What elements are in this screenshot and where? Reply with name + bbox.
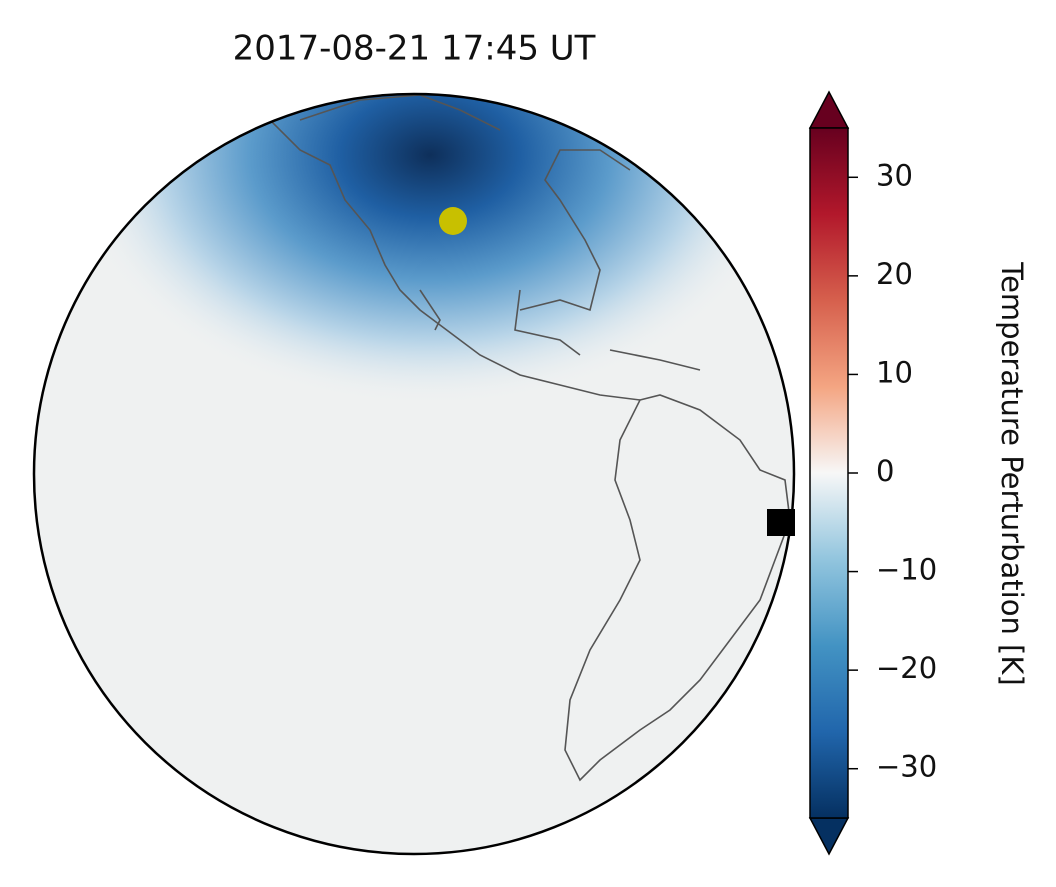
colorbar-label: Temperature Perturbation [K] — [995, 261, 1029, 685]
colorbar-tick-label: −10 — [876, 553, 937, 587]
station-marker — [767, 509, 795, 536]
colorbar-tick-label: 20 — [876, 257, 913, 291]
coastline — [419, 149, 631, 331]
coastline — [564, 394, 791, 782]
colorbar-tick-label: 30 — [876, 158, 913, 192]
globe — [34, 94, 794, 854]
globe-outline — [32, 92, 796, 856]
location-marker — [439, 207, 467, 235]
colorbar-scale — [809, 127, 849, 819]
colorbar-tick-label: 10 — [876, 355, 913, 389]
colorbar — [808, 90, 850, 856]
coastline — [514, 289, 701, 371]
colorbar-tick-label: 0 — [876, 454, 894, 488]
colorbar-extend-max — [808, 90, 850, 129]
colorbar-tick-label: −30 — [876, 750, 937, 784]
coastline — [259, 109, 641, 401]
colorbar-tick-label: −20 — [876, 651, 937, 685]
colorbar-extend-min — [808, 817, 850, 856]
map-title: 2017-08-21 17:45 UT — [233, 29, 596, 69]
